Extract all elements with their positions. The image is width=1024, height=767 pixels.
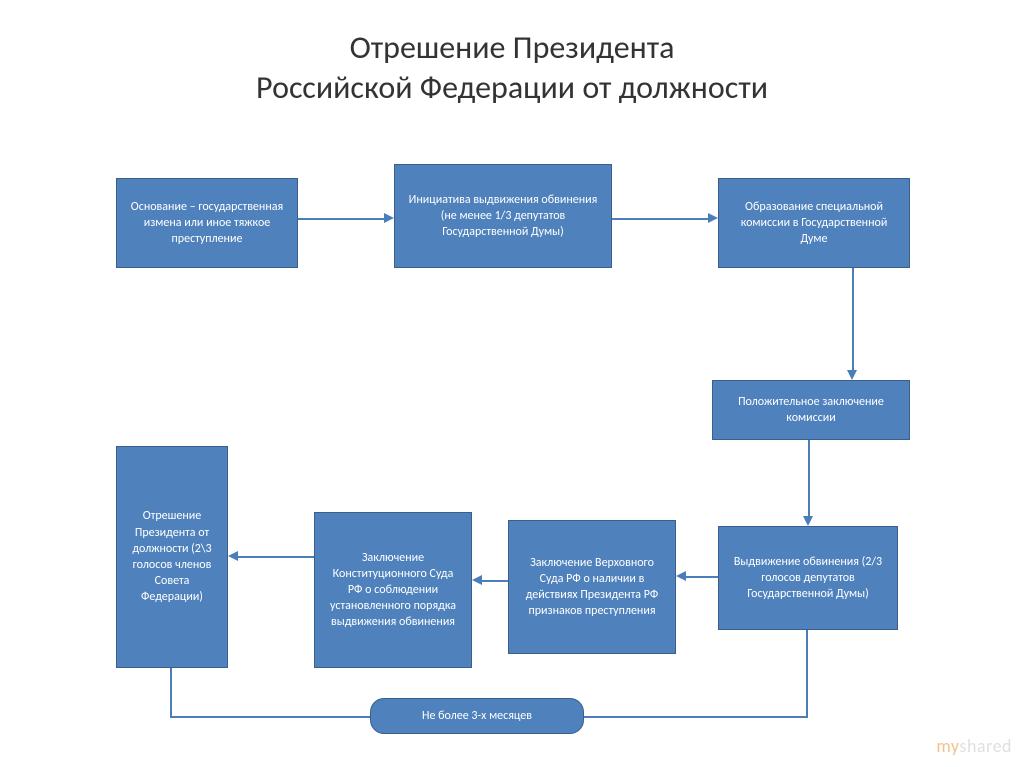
node-removal: Отрешение Президента от должности (2\3 г… [116, 446, 228, 668]
edge-b3-b4-head [847, 370, 857, 380]
edge-b8-b9-h [170, 716, 370, 718]
node-basis: Основание – государственная измена или и… [116, 178, 298, 268]
node-commission-form: Образование специальной комиссии в Госуд… [718, 178, 910, 268]
node-commission-conclusion-label: Положительное заключение комиссии [723, 394, 899, 426]
node-commission-form-label: Образование специальной комиссии в Госуд… [729, 199, 899, 248]
edge-b7-b8-head [228, 551, 238, 561]
node-time-limit-label: Не более 3-х месяцев [422, 708, 532, 724]
node-constitutional-court: Заключение Конституционного Суда РФ о со… [314, 512, 472, 668]
edge-b2-b3 [612, 218, 708, 220]
edge-b1-b2-head [384, 213, 394, 223]
title-line-1: Отрешение Президента [350, 28, 675, 67]
node-accusation: Выдвижение обвинения (2/3 голосов депута… [718, 526, 898, 630]
edge-b5-b9-h [584, 716, 808, 718]
node-basis-label: Основание – государственная измена или и… [127, 199, 287, 248]
node-time-limit: Не более 3-х месяцев [370, 698, 584, 734]
edge-b4-b5-head [803, 516, 813, 526]
edge-b6-b7 [482, 580, 508, 582]
edge-b4-b5 [808, 440, 810, 516]
watermark: myshared [936, 735, 1012, 757]
edge-b5-b6-head [676, 571, 686, 581]
edge-b3-b4 [852, 268, 854, 370]
node-supreme-court: Заключение Верховного Суда РФ о наличии … [508, 520, 676, 654]
edge-b2-b3-head [708, 213, 718, 223]
edge-b1-b2 [298, 218, 384, 220]
node-commission-conclusion: Положительное заключение комиссии [712, 380, 910, 440]
node-constitutional-court-label: Заключение Конституционного Суда РФ о со… [325, 550, 461, 631]
edge-b8-b9-v [170, 668, 172, 716]
node-removal-label: Отрешение Президента от должности (2\3 г… [127, 508, 217, 605]
watermark-right: shared [959, 735, 1012, 757]
node-supreme-court-label: Заключение Верховного Суда РФ о наличии … [519, 555, 665, 620]
node-accusation-label: Выдвижение обвинения (2/3 голосов депута… [729, 554, 887, 603]
edge-b5-b9-v [806, 630, 808, 716]
watermark-left: my [936, 735, 959, 757]
edge-b7-b8 [238, 556, 314, 558]
node-initiative-label: Инициатива выдвижения обвинения (не мене… [405, 192, 601, 241]
diagram-title: Отрешение Президента Российской Федераци… [0, 0, 1024, 108]
title-line-2: Российской Федерации от должности [256, 68, 768, 107]
edge-b5-b6 [686, 576, 718, 578]
node-initiative: Инициатива выдвижения обвинения (не мене… [394, 164, 612, 268]
edge-b6-b7-head [472, 575, 482, 585]
